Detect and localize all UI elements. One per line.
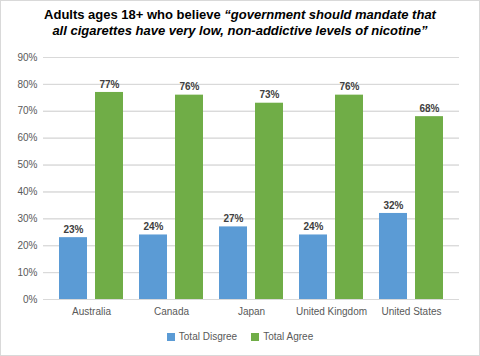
svg-text:Japan: Japan [238,306,265,317]
svg-text:Canada: Canada [154,306,189,317]
svg-text:77%: 77% [99,79,119,90]
svg-text:50%: 50% [17,159,37,170]
svg-text:76%: 76% [339,81,359,92]
svg-text:24%: 24% [303,221,323,232]
svg-text:32%: 32% [383,200,403,211]
svg-text:60%: 60% [17,132,37,143]
svg-text:0%: 0% [23,294,38,305]
html-text:Adults ages 18+ who believe “g: Adults ages 18+ who believe “government … [44,7,436,38]
svg-text:10%: 10% [17,267,37,278]
svg-text:20%: 20% [17,240,37,251]
svg-text:23%: 23% [63,224,83,235]
svg-text:68%: 68% [419,103,439,114]
svg-text:24%: 24% [143,221,163,232]
html-text:Total Disgree: Total Disgree [178,330,238,342]
svg-text:70%: 70% [17,105,37,116]
svg-text:30%: 30% [17,213,37,224]
svg-text:27%: 27% [223,213,243,224]
svg-text:40%: 40% [17,186,37,197]
svg-text:90%: 90% [17,52,37,63]
svg-text:76%: 76% [179,81,199,92]
svg-text:United States: United States [381,306,441,317]
html-text:Total Agree: Total Agree [263,330,314,342]
svg-text:73%: 73% [259,89,279,100]
svg-text:Australia: Australia [72,306,111,317]
svg-text:United Kingdom: United Kingdom [296,306,367,317]
svg-text:80%: 80% [17,79,37,90]
